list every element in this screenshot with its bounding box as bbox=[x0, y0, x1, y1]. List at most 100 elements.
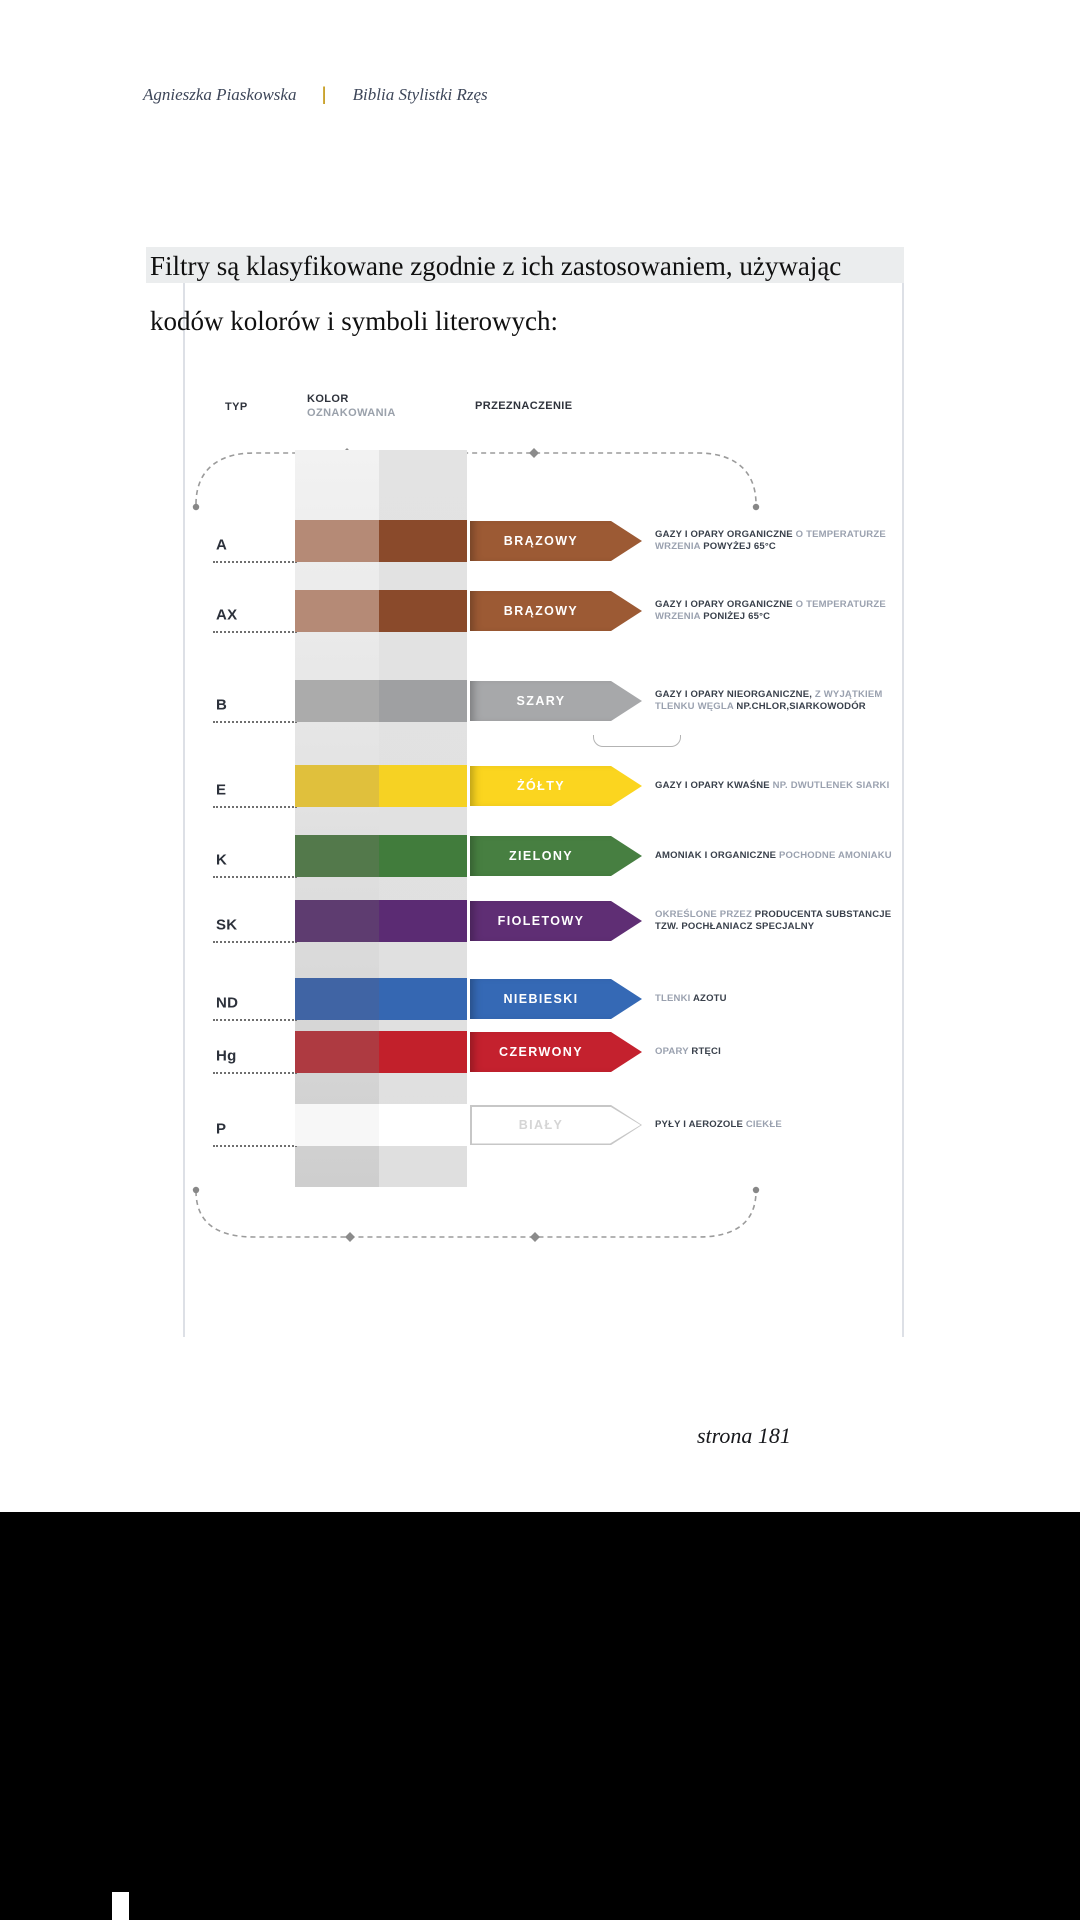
dotted-leader bbox=[213, 631, 297, 633]
bottom-dashed-bracket bbox=[192, 1186, 760, 1242]
color-band-right bbox=[379, 590, 467, 632]
row-description: GAZY I OPARY ORGANICZNE O TEMPERATURZE WR… bbox=[655, 599, 940, 623]
typ-label-e: E bbox=[216, 781, 227, 799]
color-arrow-label: ZIELONY bbox=[509, 849, 573, 863]
page-number: strona 181 bbox=[697, 1423, 791, 1448]
color-arrow-label: FIOLETOWY bbox=[497, 914, 585, 928]
color-arrow: ŻÓŁTY bbox=[470, 766, 642, 806]
top-dashed-bracket bbox=[192, 448, 760, 511]
column-header-kolor-line2: OZNAKOWANIA bbox=[307, 407, 396, 419]
color-band-left bbox=[295, 835, 379, 877]
color-band-right bbox=[379, 835, 467, 877]
description-segment: PONIŻEJ 65°C bbox=[703, 611, 771, 622]
dotted-leader bbox=[213, 1072, 297, 1074]
color-band bbox=[295, 978, 467, 1020]
description-segment: AZOTU bbox=[693, 993, 727, 1004]
color-band-left bbox=[295, 765, 379, 807]
typ-label-hg: Hg bbox=[216, 1047, 237, 1065]
color-arrow: CZERWONY bbox=[470, 1032, 642, 1072]
description-segment: TZW. POCHŁANIACZ SPECJALNY bbox=[655, 921, 815, 932]
color-band-left bbox=[295, 1104, 379, 1146]
color-arrow: BIAŁY bbox=[470, 1105, 642, 1145]
description-segment: TLENKU WĘGLA bbox=[655, 701, 737, 712]
description-segment: POWYŻEJ 65°C bbox=[703, 541, 776, 552]
description-segment: OKREŚLONE PRZEZ bbox=[655, 909, 755, 920]
title-line-1: Filtry są klasyfikowane zgodnie z ich za… bbox=[150, 251, 842, 281]
color-arrow-label: BRĄZOWY bbox=[503, 534, 579, 548]
color-band bbox=[295, 680, 467, 722]
typ-label-sk: SK bbox=[216, 916, 238, 934]
description-segment: OPARY bbox=[655, 1046, 692, 1057]
under-brace bbox=[593, 735, 681, 747]
row-description: PYŁY I AEROZOLE CIEKŁE bbox=[655, 1119, 940, 1131]
dotted-leader bbox=[213, 1145, 297, 1147]
dotted-leader bbox=[213, 721, 297, 723]
color-band bbox=[295, 765, 467, 807]
row-description: TLENKI AZOTU bbox=[655, 993, 940, 1005]
color-band bbox=[295, 835, 467, 877]
color-band bbox=[295, 590, 467, 632]
description-segment: WRZENIA bbox=[655, 541, 704, 552]
color-arrow: BRĄZOWY bbox=[470, 591, 642, 631]
description-segment: NP.CHLOR,SIARKOWODÓR bbox=[736, 701, 866, 712]
typ-label-p: P bbox=[216, 1120, 227, 1138]
row-description: GAZY I OPARY KWAŚNE NP. DWUTLENEK SIARKI bbox=[655, 780, 940, 792]
title-highlight bbox=[146, 247, 904, 283]
typ-label-k: K bbox=[216, 851, 228, 869]
dotted-leader bbox=[213, 876, 297, 878]
description-segment: POCHODNE AMONIAKU bbox=[779, 850, 892, 861]
color-arrow-label: CZERWONY bbox=[499, 1045, 583, 1059]
dotted-leader bbox=[213, 1019, 297, 1021]
color-band-right bbox=[379, 1031, 467, 1073]
description-segment: NP. DWUTLENEK SIARKI bbox=[772, 780, 890, 791]
header-author: Agnieszka Piaskowska bbox=[143, 85, 297, 104]
color-arrow: ZIELONY bbox=[470, 836, 642, 876]
color-band-left bbox=[295, 520, 379, 562]
title-line-2: kodów kolorów i symboli literowych: bbox=[150, 306, 558, 336]
header-book-title: Biblia Stylistki Rzęs bbox=[352, 85, 488, 104]
color-arrow-label: ŻÓŁTY bbox=[517, 779, 565, 793]
typ-label-b: B bbox=[216, 696, 228, 714]
description-segment: GAZY I OPARY ORGANICZNE bbox=[655, 529, 793, 540]
color-band-left bbox=[295, 978, 379, 1020]
color-band bbox=[295, 520, 467, 562]
row-description: OPARY RTĘCI bbox=[655, 1046, 940, 1058]
description-segment: RTĘCI bbox=[691, 1046, 721, 1057]
description-segment: TLENKI bbox=[655, 993, 693, 1004]
description-segment: PRODUCENTA SUBSTANCJE bbox=[754, 909, 892, 920]
typ-label-ax: AX bbox=[216, 606, 238, 624]
description-segment: GAZY I OPARY KWAŚNE bbox=[655, 780, 773, 791]
column-header-kolor: KOLOR OZNAKOWANIA bbox=[307, 392, 396, 420]
dotted-leader bbox=[213, 806, 297, 808]
dotted-leader bbox=[213, 561, 297, 563]
row-description: OKREŚLONE PRZEZ PRODUCENTA SUBSTANCJE TZW… bbox=[655, 909, 940, 933]
left-frame-line bbox=[183, 247, 185, 1337]
description-segment: O TEMPERATURZE bbox=[792, 599, 886, 610]
color-band-left bbox=[295, 1031, 379, 1073]
dotted-leader bbox=[213, 941, 297, 943]
typ-label-nd: ND bbox=[216, 994, 239, 1012]
bottom-black-band bbox=[0, 1512, 1080, 1920]
bottom-white-notch bbox=[112, 1892, 129, 1920]
description-segment: WRZENIA bbox=[655, 611, 704, 622]
row-description: GAZY I OPARY NIEORGANICZNE, Z WYJĄTKIEM T… bbox=[655, 689, 940, 713]
color-band-right bbox=[379, 765, 467, 807]
description-segment: O TEMPERATURZE bbox=[792, 529, 886, 540]
typ-label-a: A bbox=[216, 536, 228, 554]
color-arrow-fill: BIAŁY bbox=[471, 1106, 641, 1144]
color-band bbox=[295, 1104, 467, 1146]
color-band-right bbox=[379, 680, 467, 722]
color-band-right bbox=[379, 978, 467, 1020]
color-band-right bbox=[379, 900, 467, 942]
description-segment: GAZY I OPARY NIEORGANICZNE, bbox=[655, 689, 815, 700]
color-arrow-label: SZARY bbox=[516, 694, 566, 708]
page-header: Agnieszka Piaskowska | Biblia Stylistki … bbox=[143, 84, 488, 106]
row-description: GAZY I OPARY ORGANICZNE O TEMPERATURZE WR… bbox=[655, 529, 940, 553]
color-band-left bbox=[295, 590, 379, 632]
column-header-typ: TYP bbox=[225, 401, 248, 413]
color-arrow: BRĄZOWY bbox=[470, 521, 642, 561]
color-band bbox=[295, 1031, 467, 1073]
description-segment: GAZY I OPARY ORGANICZNE bbox=[655, 599, 793, 610]
